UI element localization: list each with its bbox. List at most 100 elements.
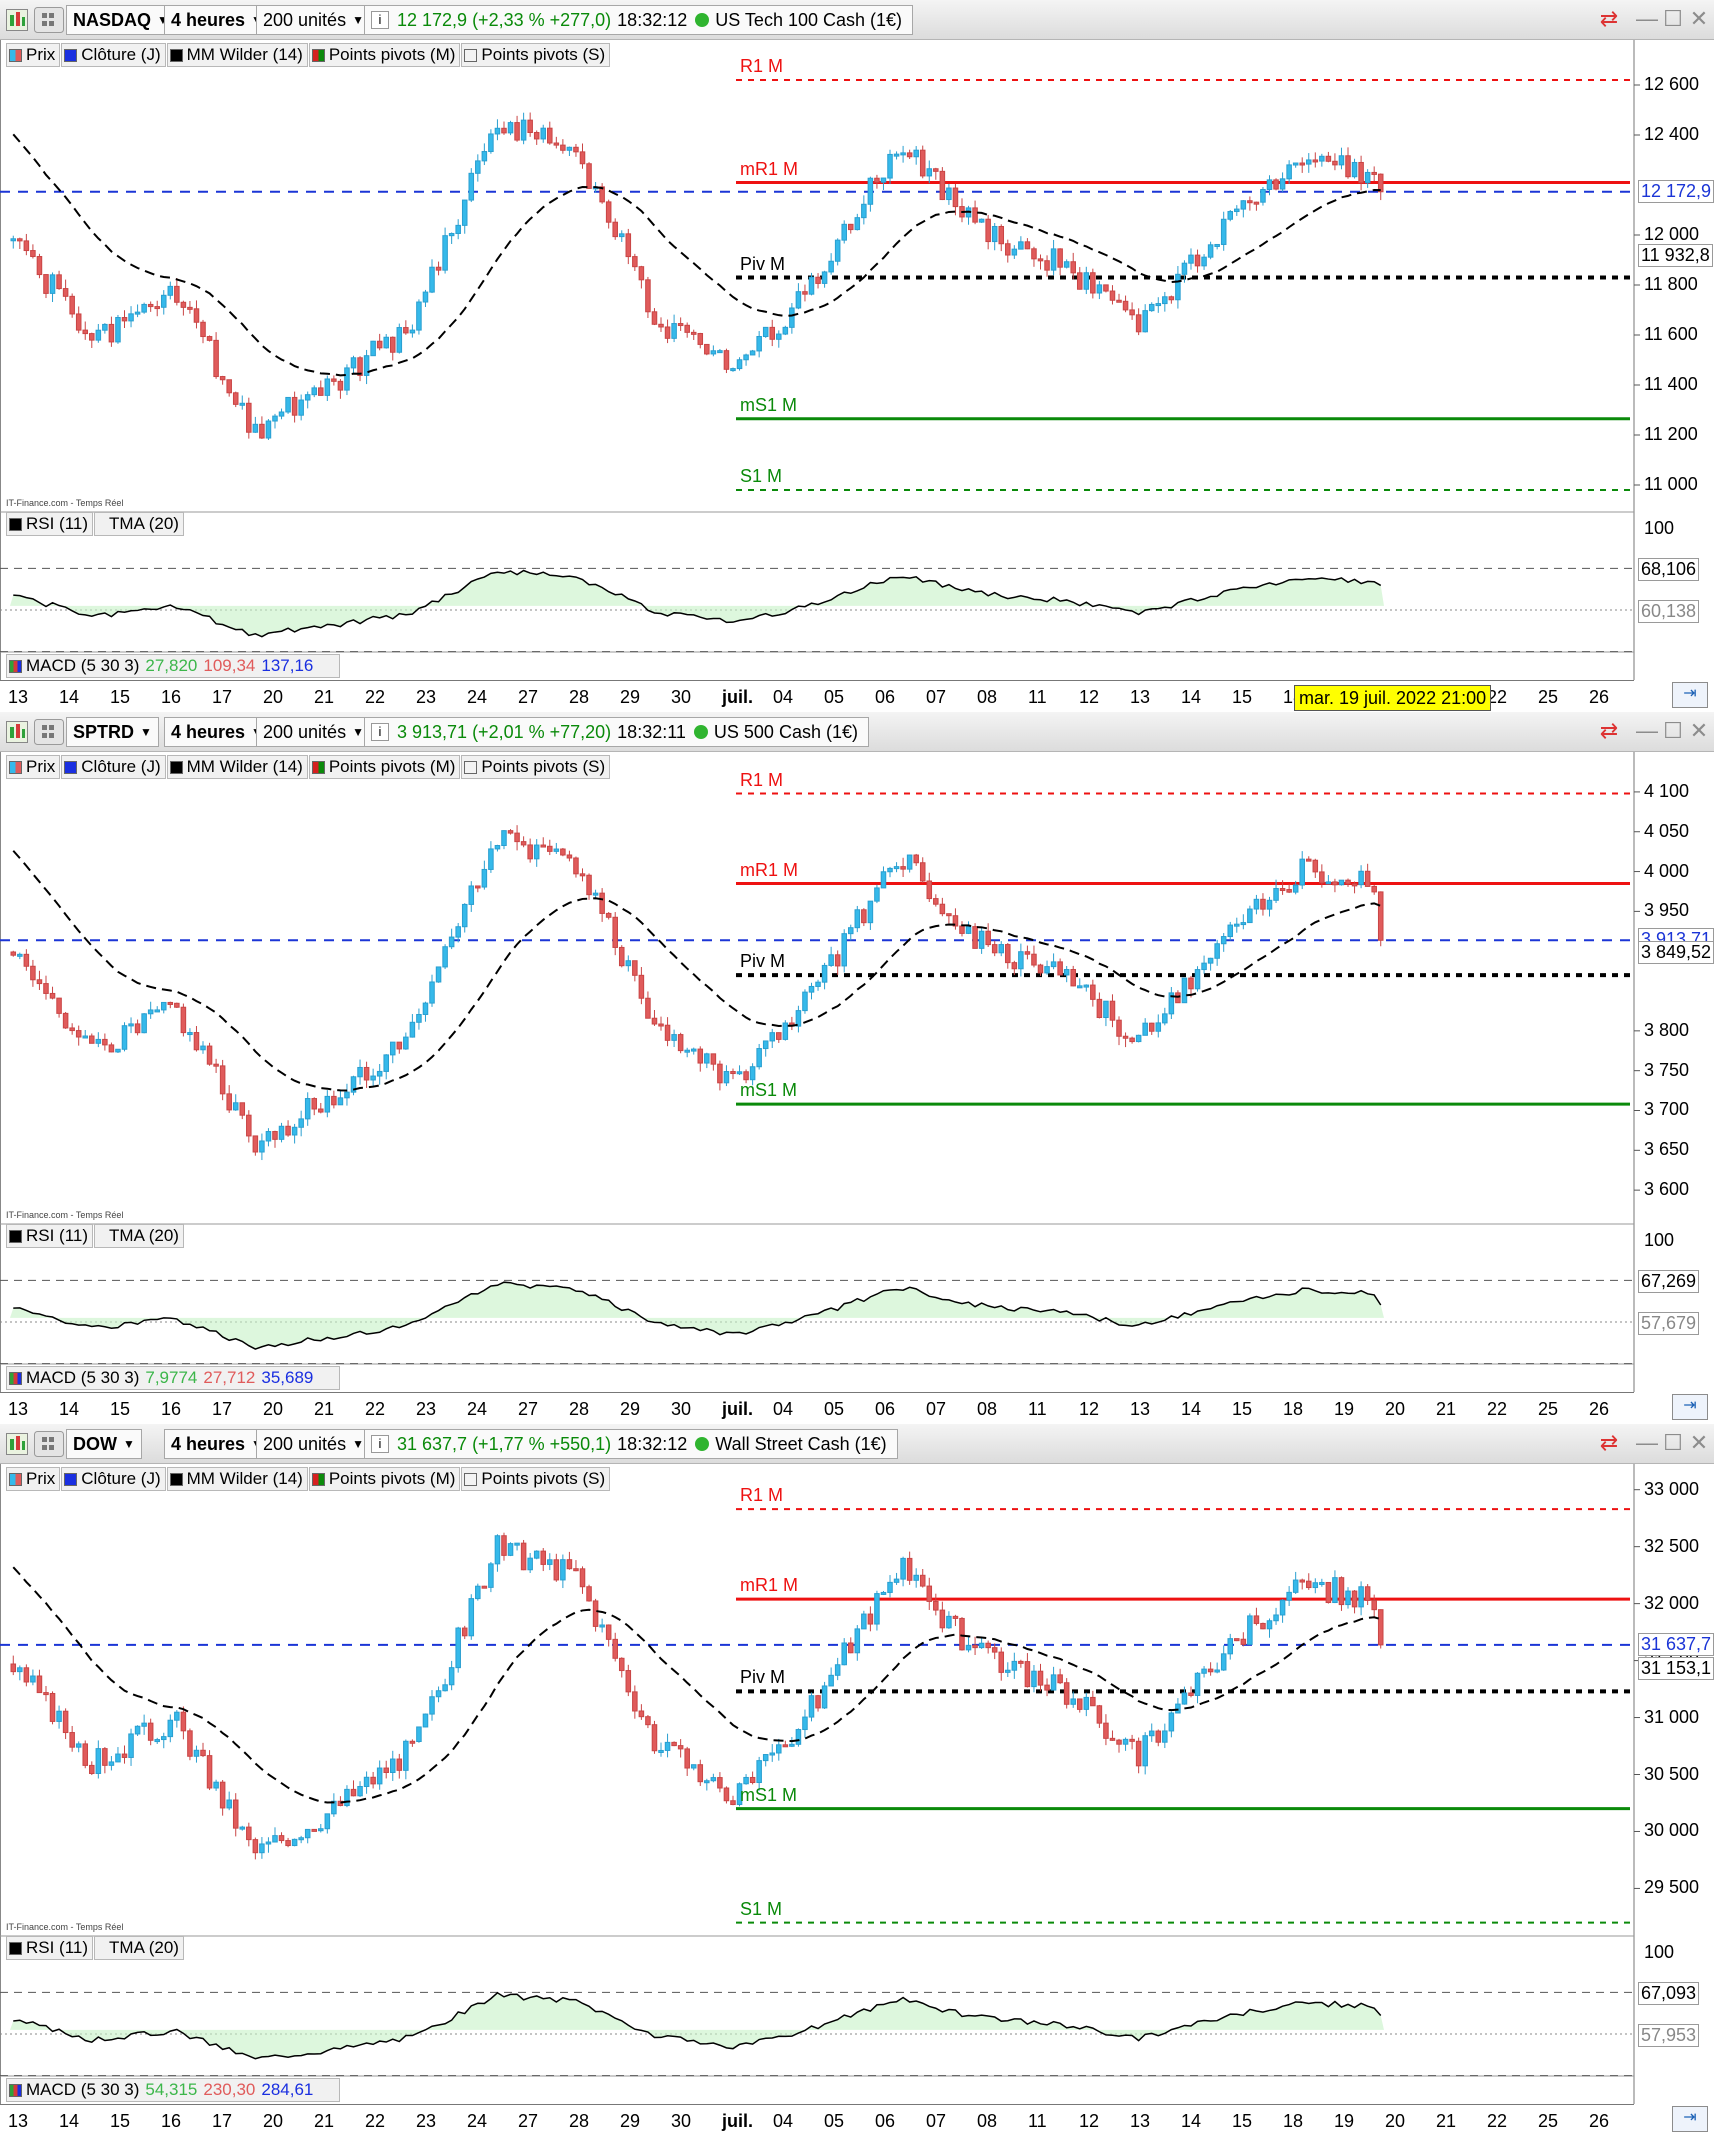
- candle[interactable]: [82, 329, 89, 335]
- candle[interactable]: [690, 1764, 697, 1769]
- candle[interactable]: [959, 1617, 965, 1651]
- candle[interactable]: [1364, 171, 1371, 184]
- candle[interactable]: [1364, 870, 1371, 887]
- candle[interactable]: [396, 1041, 403, 1050]
- candle[interactable]: [23, 1667, 30, 1683]
- candle[interactable]: [671, 323, 677, 339]
- candle[interactable]: [632, 960, 638, 976]
- candle[interactable]: [1207, 957, 1214, 964]
- candle[interactable]: [82, 1743, 89, 1766]
- candle[interactable]: [252, 1135, 259, 1153]
- candle[interactable]: [533, 132, 540, 140]
- candle[interactable]: [919, 1574, 926, 1587]
- candle[interactable]: [475, 1585, 481, 1600]
- candle[interactable]: [147, 303, 154, 308]
- candle[interactable]: [887, 867, 893, 873]
- candle[interactable]: [213, 1781, 219, 1789]
- candle[interactable]: [357, 1786, 363, 1797]
- candle[interactable]: [1090, 1696, 1096, 1707]
- candle[interactable]: [1142, 1735, 1148, 1767]
- candle[interactable]: [1175, 273, 1181, 301]
- candle[interactable]: [1050, 248, 1057, 271]
- candle[interactable]: [1319, 155, 1325, 162]
- candle[interactable]: [828, 260, 834, 273]
- candle[interactable]: [645, 279, 651, 313]
- candle[interactable]: [1148, 1730, 1155, 1737]
- candle[interactable]: [49, 992, 56, 999]
- candle[interactable]: [946, 1615, 952, 1629]
- candle[interactable]: [887, 153, 893, 179]
- candle[interactable]: [1227, 924, 1234, 938]
- candle[interactable]: [89, 1764, 95, 1774]
- candle[interactable]: [193, 1749, 200, 1757]
- candle[interactable]: [991, 944, 998, 954]
- price-chart[interactable]: Prix Clôture (J) MM Wilder (14) Points p…: [0, 40, 1714, 712]
- candle[interactable]: [1142, 310, 1148, 333]
- candle[interactable]: [442, 235, 448, 271]
- candle[interactable]: [1083, 984, 1090, 988]
- candle[interactable]: [808, 276, 815, 295]
- candle[interactable]: [553, 1559, 560, 1581]
- candle[interactable]: [232, 392, 239, 405]
- candle[interactable]: [808, 985, 815, 993]
- candle[interactable]: [1220, 936, 1227, 945]
- candle[interactable]: [278, 1835, 285, 1842]
- candle[interactable]: [1109, 1000, 1116, 1021]
- candle[interactable]: [952, 915, 959, 927]
- candle[interactable]: [756, 1048, 762, 1068]
- candle[interactable]: [1377, 891, 1384, 941]
- candle[interactable]: [736, 1071, 743, 1075]
- candle[interactable]: [442, 946, 448, 968]
- candle[interactable]: [1260, 898, 1266, 910]
- candle[interactable]: [985, 930, 991, 946]
- candle[interactable]: [298, 1837, 304, 1841]
- candle[interactable]: [1299, 1579, 1305, 1583]
- candle[interactable]: [1135, 314, 1142, 333]
- candle[interactable]: [553, 848, 560, 852]
- candle[interactable]: [1279, 888, 1286, 892]
- candle[interactable]: [121, 1025, 128, 1050]
- candle[interactable]: [1018, 241, 1024, 250]
- candle[interactable]: [906, 152, 913, 158]
- candle[interactable]: [743, 354, 749, 361]
- candle[interactable]: [246, 1114, 252, 1137]
- candle[interactable]: [1018, 951, 1024, 970]
- candle[interactable]: [1090, 272, 1096, 294]
- candle[interactable]: [265, 1841, 272, 1845]
- candle[interactable]: [959, 925, 965, 934]
- candle[interactable]: [658, 1023, 664, 1027]
- candle[interactable]: [226, 1093, 232, 1111]
- candle[interactable]: [206, 1045, 213, 1065]
- legend-cloture[interactable]: Clôture (J): [61, 1467, 166, 1491]
- candle[interactable]: [1090, 984, 1096, 1000]
- chart-canvas[interactable]: [0, 1464, 1714, 2104]
- candle[interactable]: [540, 844, 547, 848]
- candle[interactable]: [383, 1054, 389, 1072]
- info-icon[interactable]: i: [371, 1435, 389, 1453]
- candle[interactable]: [599, 892, 605, 914]
- candle[interactable]: [1024, 241, 1031, 250]
- candle[interactable]: [422, 1002, 429, 1015]
- candle[interactable]: [56, 997, 62, 1014]
- candle[interactable]: [946, 187, 952, 201]
- candle[interactable]: [533, 1550, 540, 1559]
- candle[interactable]: [49, 274, 56, 294]
- candle[interactable]: [704, 1780, 710, 1784]
- candle[interactable]: [1070, 1698, 1076, 1705]
- candle[interactable]: [1103, 1000, 1109, 1019]
- candle[interactable]: [1273, 1614, 1279, 1622]
- candle[interactable]: [795, 1010, 802, 1027]
- candle[interactable]: [1044, 1684, 1050, 1691]
- time-axis[interactable]: 13 14 15 16 17 20 21 22 23 24 27 28 29 30 juil. 04 05 06 0…: [0, 2104, 1634, 2136]
- candle[interactable]: [802, 1716, 808, 1731]
- candle[interactable]: [782, 326, 789, 335]
- candle[interactable]: [579, 1568, 586, 1588]
- candle[interactable]: [507, 1543, 514, 1556]
- candle[interactable]: [383, 336, 389, 349]
- candle[interactable]: [239, 1826, 246, 1830]
- candle[interactable]: [200, 1045, 206, 1051]
- candle[interactable]: [1135, 1740, 1142, 1767]
- candle[interactable]: [1253, 898, 1260, 910]
- candle[interactable]: [815, 1695, 821, 1709]
- candle[interactable]: [193, 1032, 200, 1051]
